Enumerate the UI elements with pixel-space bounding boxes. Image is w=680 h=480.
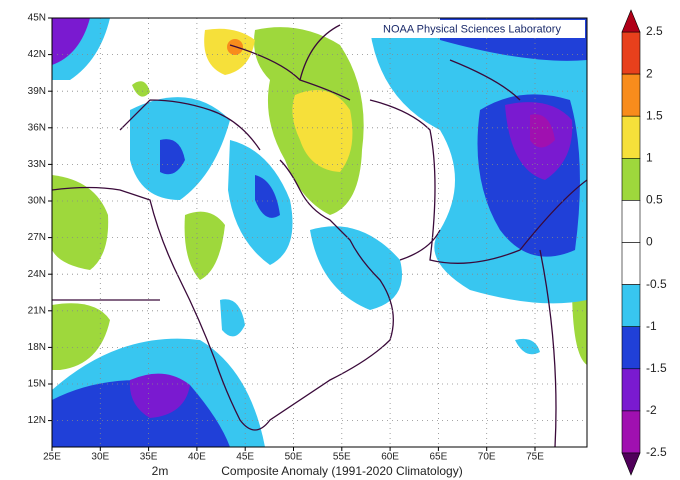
- colorbar-label: -0.5: [646, 277, 667, 291]
- colorbar-segment: [621, 284, 641, 328]
- cold-area: [220, 299, 245, 337]
- colorbar-label: -1.5: [646, 361, 667, 375]
- lat-label: 36N: [28, 122, 46, 133]
- lon-label: 65E: [430, 452, 448, 463]
- lon-label: 55E: [333, 452, 351, 463]
- colorbar-label: -1: [646, 319, 657, 333]
- cold-area: [515, 338, 540, 355]
- lon-label: 35E: [140, 452, 158, 463]
- colorbar-label: 1: [646, 150, 653, 164]
- lat-label: 24N: [28, 269, 46, 280]
- lat-label: 18N: [28, 342, 46, 353]
- cold-core: [129, 373, 190, 418]
- colorbar-segment: [621, 242, 641, 285]
- lat-label: 15N: [28, 379, 46, 390]
- lon-label: 50E: [285, 452, 303, 463]
- lat-label: 42N: [28, 49, 46, 60]
- lon-label: 40E: [188, 452, 206, 463]
- caption-field: 2m: [152, 464, 169, 478]
- warm-area: [132, 81, 150, 97]
- colorbar-segment: [621, 200, 641, 243]
- lat-label: 30N: [28, 196, 46, 207]
- cold-core: [255, 175, 280, 218]
- warm-core: [292, 90, 353, 172]
- colorbar-label: 1.5: [646, 108, 663, 122]
- colorbar-segment: [621, 31, 641, 75]
- colorbar-label: 0.5: [646, 193, 663, 207]
- cold-peak: [530, 114, 555, 148]
- cold-core: [160, 139, 185, 175]
- cold-core: [52, 18, 90, 65]
- warm-area: [52, 175, 109, 270]
- colorbar-label: 2.5: [646, 24, 663, 38]
- colorbar: 2.5 2 1.5 1 0.5 0 -0.5 -1 -1.5 -2 -2.5: [621, 9, 667, 476]
- colorbar-segment: [621, 115, 641, 159]
- lat-label: 27N: [28, 232, 46, 243]
- colorbar-label: -2.5: [646, 445, 667, 459]
- map-frame: [51, 17, 588, 448]
- lon-label: 30E: [91, 452, 109, 463]
- coastline: [52, 24, 587, 447]
- lat-label: 12N: [28, 415, 46, 426]
- colorbar-arrow: [621, 452, 641, 476]
- colorbar-segment: [621, 73, 641, 117]
- lat-label: 39N: [28, 86, 46, 97]
- lon-label: 70E: [478, 452, 496, 463]
- colorbar-label: 0: [646, 235, 653, 249]
- colorbar-label: 2: [646, 66, 653, 80]
- cold-area: [310, 226, 402, 310]
- colorbar-segment: [621, 368, 641, 412]
- lon-label: 45E: [236, 452, 254, 463]
- colorbar-label: -2: [646, 403, 657, 417]
- warm-area: [52, 303, 110, 370]
- lat-label: 21N: [28, 305, 46, 316]
- lon-label: 25E: [43, 452, 61, 463]
- lat-label: 33N: [28, 159, 46, 170]
- caption: Composite Anomaly (1991-2020 Climatology…: [221, 464, 462, 478]
- warm-area: [572, 283, 587, 365]
- lat-label: 45N: [28, 13, 46, 24]
- lon-label: 75E: [526, 452, 544, 463]
- colorbar-segment: [621, 158, 641, 201]
- lon-label: 60E: [381, 452, 399, 463]
- colorbar-segment: [621, 326, 641, 370]
- colorbar-arrow: [621, 9, 641, 33]
- banner: NOAA Physical Sciences Laboratory: [383, 23, 561, 35]
- warm-area: [184, 211, 225, 280]
- banner-box: [360, 20, 585, 38]
- grid: 45N 42N 39N 36N 33N 30N 27N 24N 21N 18N 15N 12N 25E 3…: [28, 13, 587, 463]
- colorbar-segment: [621, 410, 641, 454]
